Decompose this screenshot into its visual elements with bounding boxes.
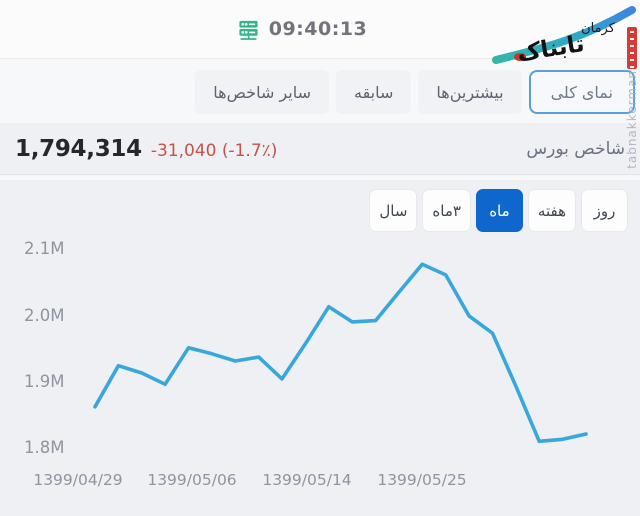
tab-history[interactable]: سابقه xyxy=(336,70,412,114)
vertical-watermark-text: tabnakkerman xyxy=(625,70,639,169)
tab-label: سایر شاخص‌ها xyxy=(213,82,311,102)
index-summary-row: 1,794,314 -31,040 (-1.7٪) شاخص بورس xyxy=(0,123,640,175)
tab-label: نمای کلی xyxy=(550,82,613,102)
tab-overview[interactable]: نمای کلی xyxy=(528,70,635,114)
y-axis-tick: 1.9M xyxy=(24,372,65,391)
index-name: شاخص بورس xyxy=(526,138,625,159)
x-axis-tick: 1399/05/14 xyxy=(262,471,352,489)
x-axis-tick: 1399/04/29 xyxy=(33,471,123,489)
period-label: ۳ماه xyxy=(432,201,461,220)
period-day-button[interactable]: روز xyxy=(581,189,628,232)
logo-red-banner xyxy=(627,27,637,69)
index-value-group: 1,794,314 -31,040 (-1.7٪) xyxy=(15,136,277,162)
period-label: هفته xyxy=(537,201,566,220)
tab-other-indices[interactable]: سایر شاخص‌ها xyxy=(195,70,329,114)
clock-text: 09:40:13 xyxy=(268,18,368,40)
main-tab-bar: نمای کلی بیشترین‌ها سابقه سایر شاخص‌ها xyxy=(195,70,635,114)
x-axis-tick: 1399/05/25 xyxy=(377,471,467,489)
tab-label: بیشترین‌ها xyxy=(436,82,504,102)
x-axis-tick: 1399/05/06 xyxy=(147,471,237,489)
period-label: سال xyxy=(379,201,408,220)
tab-label: سابقه xyxy=(354,82,394,102)
y-axis-tick: 2.1M xyxy=(24,239,65,258)
period-month-button[interactable]: ماه xyxy=(475,189,523,232)
server-status-icon xyxy=(239,20,258,40)
top-bar: 09:40:13 xyxy=(0,0,640,59)
tab-tops[interactable]: بیشترین‌ها xyxy=(418,70,522,114)
period-selector: روز هفته ماه ۳ماه سال xyxy=(369,189,628,232)
period-week-button[interactable]: هفته xyxy=(527,189,576,232)
period-year-button[interactable]: سال xyxy=(369,189,418,232)
y-axis-tick: 2.0M xyxy=(24,306,65,325)
period-label: ماه xyxy=(489,201,510,220)
y-axis-tick: 1.8M xyxy=(24,438,65,457)
index-line-chart xyxy=(93,262,588,444)
chart-panel: 2.1M 2.0M 1.9M 1.8M 1399/04/29 1399/05/0… xyxy=(0,180,640,516)
period-label: روز xyxy=(593,201,616,220)
index-line xyxy=(93,262,588,444)
period-3month-button[interactable]: ۳ماه xyxy=(422,189,471,232)
index-value: 1,794,314 xyxy=(15,135,142,162)
index-change: -31,040 (-1.7٪) xyxy=(150,140,278,161)
server-time: 09:40:13 xyxy=(237,18,368,41)
